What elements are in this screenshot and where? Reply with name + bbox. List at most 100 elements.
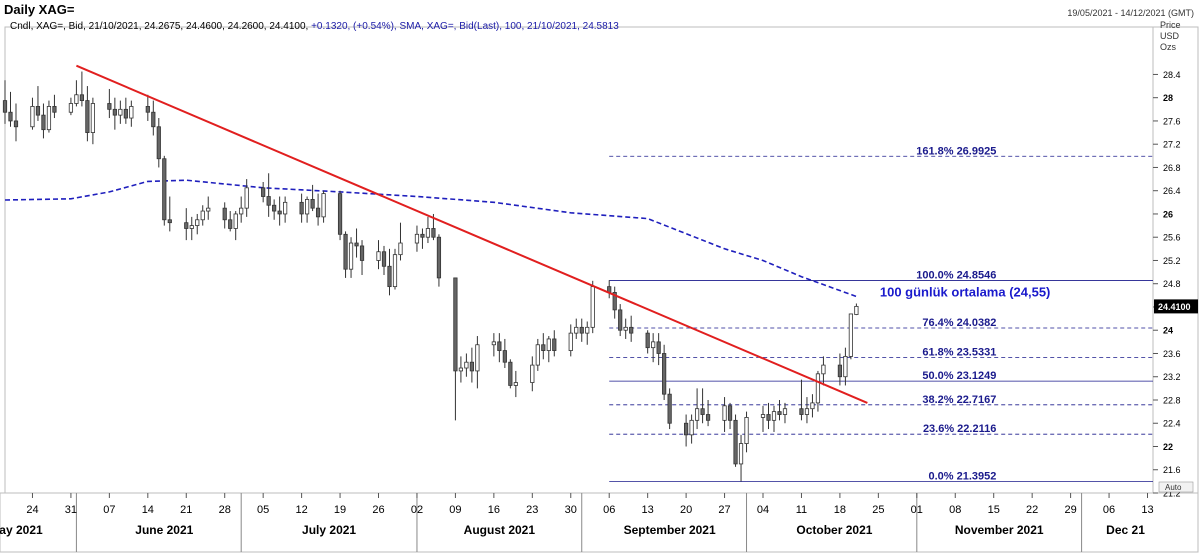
candle-body [508, 361, 513, 386]
y-tick-label: 26.4 [1163, 186, 1181, 196]
candle-body [425, 228, 431, 238]
candle-body [431, 228, 436, 238]
candle-body [530, 364, 535, 383]
x-tick-label: 06 [603, 504, 615, 516]
candle-body [200, 210, 205, 221]
candle-body [782, 408, 788, 415]
x-tick-label: 18 [834, 504, 846, 516]
candle-body [244, 187, 249, 209]
candle-body [815, 373, 821, 404]
candle-body [68, 103, 74, 113]
candle-body [52, 106, 57, 113]
x-tick-label: 24 [26, 504, 38, 516]
candle-body [585, 326, 590, 334]
y-tick-label: 23.6 [1163, 349, 1181, 359]
x-tick-label: 02 [411, 504, 423, 516]
chart-title: Daily XAG= [4, 2, 75, 17]
price-axis-frame [1152, 26, 1199, 494]
candle-body [513, 382, 518, 386]
candle-body [272, 204, 277, 212]
candle-body [315, 207, 321, 218]
x-tick-label: 14 [142, 504, 154, 516]
candle-body [464, 361, 469, 369]
change-values: +0.1320, (+0.54%), [311, 21, 397, 32]
candle-body [13, 120, 19, 128]
last-price-box [1154, 299, 1198, 314]
candle-body [321, 193, 326, 218]
y-tick-label: 24.8 [1163, 279, 1181, 289]
candle-body [799, 408, 804, 415]
candle-body [662, 353, 667, 395]
candle-body [167, 219, 172, 224]
x-tick-label: 12 [295, 504, 307, 516]
candle-body [705, 414, 711, 421]
candle-body [2, 100, 8, 113]
fib-level-label: 100.0% 24.8546 [916, 270, 996, 282]
x-tick-label: 22 [1026, 504, 1038, 516]
axis-unit-ounces: Ozs [1160, 42, 1177, 52]
candle-body [30, 106, 35, 128]
candle-body [74, 94, 79, 104]
candle-body [85, 100, 90, 133]
candle-body [381, 251, 387, 267]
candle-body [283, 201, 288, 215]
x-tick-label: 31 [65, 504, 77, 516]
candle-body [837, 364, 843, 378]
candle-body [760, 414, 766, 418]
x-tick-label: 01 [911, 504, 923, 516]
date-range: 19/05/2021 - 14/12/2021 (GMT) [1067, 8, 1194, 18]
x-tick-label: 11 [796, 504, 807, 516]
y-tick-label: 22.8 [1163, 395, 1181, 405]
candle-body [354, 242, 359, 247]
candle-body [727, 405, 733, 421]
candle-body [414, 233, 420, 244]
x-tick-label: 21 [180, 504, 192, 516]
y-tick-label: 27.6 [1163, 116, 1181, 126]
candle-body [771, 411, 777, 421]
candle-body [854, 305, 859, 315]
x-tick-label: 25 [872, 504, 884, 516]
candle-body [206, 207, 211, 212]
candle-body [651, 341, 656, 349]
y-tick-label: 27.2 [1163, 140, 1181, 150]
fib-level-label: 50.0% 23.1249 [922, 370, 996, 382]
candle-body [184, 222, 189, 229]
x-month-label: November 2021 [955, 523, 1044, 537]
candle-body [848, 313, 853, 357]
candle-body [458, 367, 464, 372]
candle-body [700, 408, 705, 415]
x-tick-label: 30 [565, 504, 577, 516]
candle-body [376, 251, 381, 261]
candle-body [738, 443, 744, 465]
candle-body [645, 332, 650, 349]
x-month-label: June 2021 [135, 523, 193, 537]
candle-body [733, 419, 738, 465]
candle-body [535, 344, 540, 366]
x-tick-label: 05 [257, 504, 269, 516]
y-tick-label: 25.6 [1163, 233, 1181, 243]
candle-body [35, 106, 41, 116]
candle-body [475, 344, 480, 372]
axis-unit-price: Price [1160, 20, 1181, 30]
candle-body [107, 103, 112, 110]
candle-body [667, 393, 672, 424]
y-tick-label: 26 [1163, 209, 1173, 219]
x-month-label: September 2021 [624, 523, 716, 537]
candle-body [277, 210, 282, 215]
candle-body [568, 332, 573, 351]
y-tick-label: 28.4 [1163, 70, 1181, 80]
auto-scale-label: Auto [1165, 483, 1182, 492]
candle-body [420, 233, 425, 238]
time-axis-frame [0, 492, 1199, 553]
candle-body [689, 419, 694, 436]
x-tick-label: 04 [757, 504, 769, 516]
x-month-label: July 2021 [302, 523, 356, 537]
candle-body [359, 245, 365, 261]
sma-annotation: 100 günlük ortalama (24,55) [880, 284, 1051, 299]
candle-body [629, 326, 634, 334]
sma-100-line [4, 179, 857, 298]
candle-body [392, 254, 398, 288]
candle-body [744, 417, 749, 444]
candle-body [541, 344, 546, 351]
candle-body [305, 199, 310, 215]
